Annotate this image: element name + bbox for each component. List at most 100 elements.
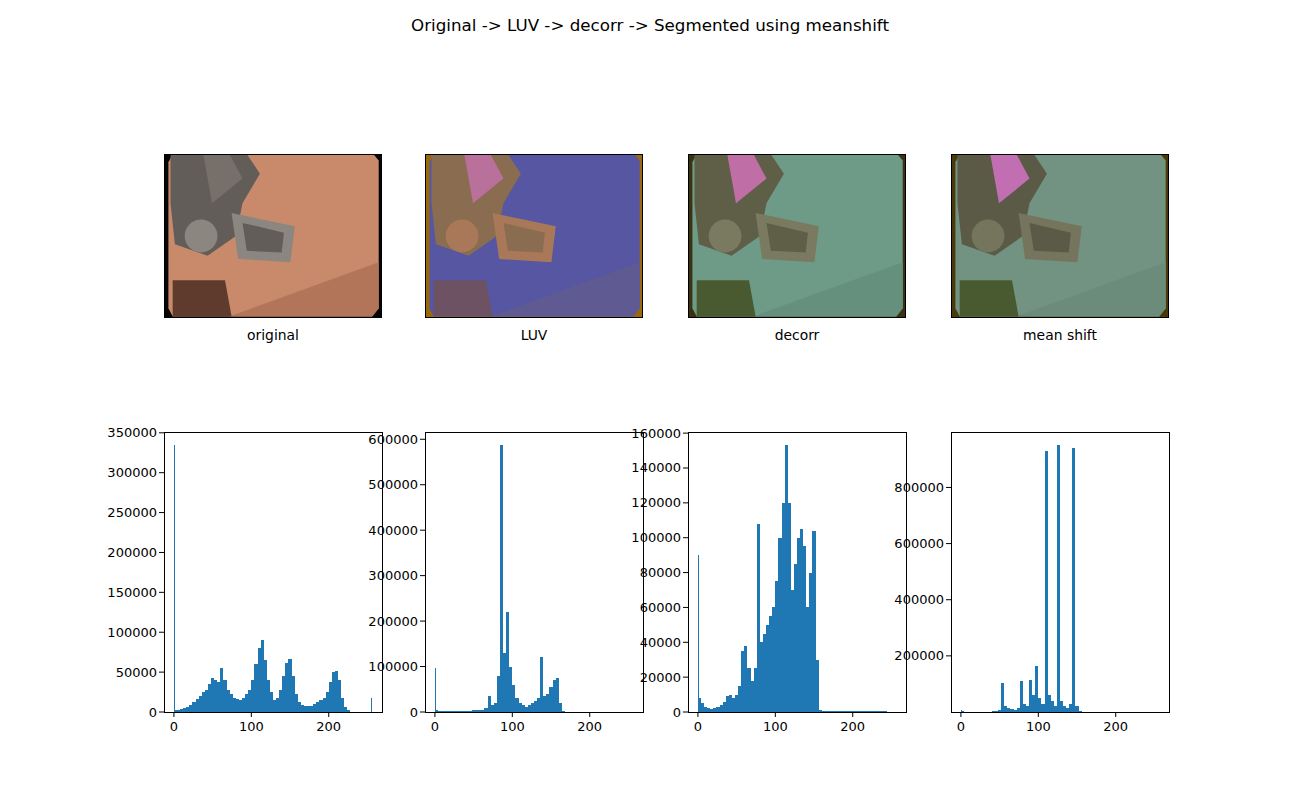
x-tick [1038, 712, 1039, 717]
histogram-bar [704, 707, 707, 712]
image-terrain [229, 262, 378, 316]
x-tick-label: 100 [239, 719, 264, 734]
histogram-bar [1063, 706, 1066, 712]
histogram-bar [273, 700, 276, 712]
histogram-bar [295, 694, 298, 712]
image-scoop [756, 213, 819, 262]
histogram-bar [782, 503, 785, 712]
image-shadow [960, 280, 1019, 316]
x-tick-label: 0 [694, 719, 702, 734]
histogram-bar [1023, 704, 1026, 712]
histogram-bar [267, 680, 270, 712]
histogram-bar [720, 705, 723, 712]
histogram-bar [192, 702, 195, 712]
x-tick-label: 0 [170, 719, 178, 734]
plot-frame [951, 432, 1169, 712]
image-frame [952, 155, 1169, 318]
image [688, 154, 906, 318]
image-scoop-inner [504, 223, 545, 253]
image-wheel [446, 220, 479, 253]
histogram-bar [528, 705, 531, 712]
histogram-bar [319, 700, 322, 712]
x-tick [697, 712, 698, 717]
histogram-bar [519, 703, 522, 712]
histogram-bar [778, 538, 781, 712]
image-scoop [232, 213, 295, 262]
histogram-bar [1032, 695, 1035, 712]
image-shadow [434, 280, 493, 316]
histogram-bar [332, 672, 335, 712]
histogram-bar [1020, 681, 1023, 712]
histogram-bar [1072, 448, 1075, 712]
y-tick-label: 100000 [631, 530, 681, 545]
histogram-bar [1054, 706, 1057, 712]
histogram-bar [239, 700, 242, 712]
histogram-bar [794, 564, 797, 712]
histogram-bar [757, 524, 760, 712]
image-terrain [753, 262, 902, 316]
image [951, 154, 1169, 318]
histogram-bar [500, 445, 503, 712]
y-tick-label: 800000 [894, 480, 944, 495]
y-tick-label: 140000 [631, 460, 681, 475]
image-caption: mean shift [1023, 327, 1097, 343]
image-frame [426, 155, 643, 318]
histogram-bar [713, 708, 716, 712]
histogram-bar [371, 698, 373, 712]
histogram-bar [797, 538, 800, 712]
histogram-bar [537, 698, 540, 712]
histogram-bar [1004, 706, 1007, 712]
y-tick [159, 432, 164, 433]
histogram-bar [183, 708, 186, 712]
y-tick [683, 677, 688, 678]
y-tick [683, 642, 688, 643]
y-tick [159, 592, 164, 593]
plot-frame [425, 432, 643, 712]
y-tick [683, 467, 688, 468]
histogram-bar [199, 696, 202, 712]
histogram-bar [549, 687, 552, 712]
image-wheel [185, 220, 218, 253]
y-tick-label: 40000 [640, 635, 681, 650]
histogram-bar [1038, 698, 1041, 712]
histogram-bar [1066, 708, 1069, 712]
histogram-bar [699, 698, 701, 712]
histogram-bar [208, 684, 211, 712]
y-tick [159, 512, 164, 513]
histogram-bar [763, 634, 766, 712]
x-tick [173, 712, 174, 717]
histogram-bar [772, 607, 775, 712]
y-tick-label: 600000 [368, 432, 418, 447]
histogram-bar [735, 695, 738, 712]
histogram-bar [484, 708, 487, 712]
x-tick-label: 200 [840, 719, 865, 734]
x-tick [328, 712, 329, 717]
y-tick-label: 400000 [894, 592, 944, 607]
image-shadow [697, 280, 756, 316]
x-tick-label: 200 [316, 719, 341, 734]
histogram-bar [1041, 704, 1044, 712]
y-tick [420, 439, 425, 440]
histogram-bar [242, 698, 245, 712]
histogram-bar [205, 690, 208, 712]
y-tick-label: 600000 [894, 536, 944, 551]
histogram-bar [1048, 695, 1051, 712]
y-tick [159, 552, 164, 553]
histogram-bar [270, 692, 273, 712]
histogram-bar [754, 668, 757, 712]
y-tick [683, 502, 688, 503]
image-ground [692, 154, 902, 316]
histogram-bar [211, 678, 214, 712]
histogram-bar [710, 709, 713, 712]
histogram-bar [282, 676, 285, 712]
histogram-bar [251, 680, 254, 712]
image-scoop-inner [243, 223, 284, 253]
image-shadow [173, 280, 232, 316]
image-wheel [972, 220, 1005, 253]
y-tick-label: 400000 [368, 523, 418, 538]
histogram-bar [189, 705, 192, 712]
histogram-bar [1035, 666, 1038, 712]
histogram-bar [223, 680, 226, 712]
background [0, 0, 1300, 800]
histogram-bar [1026, 706, 1029, 712]
